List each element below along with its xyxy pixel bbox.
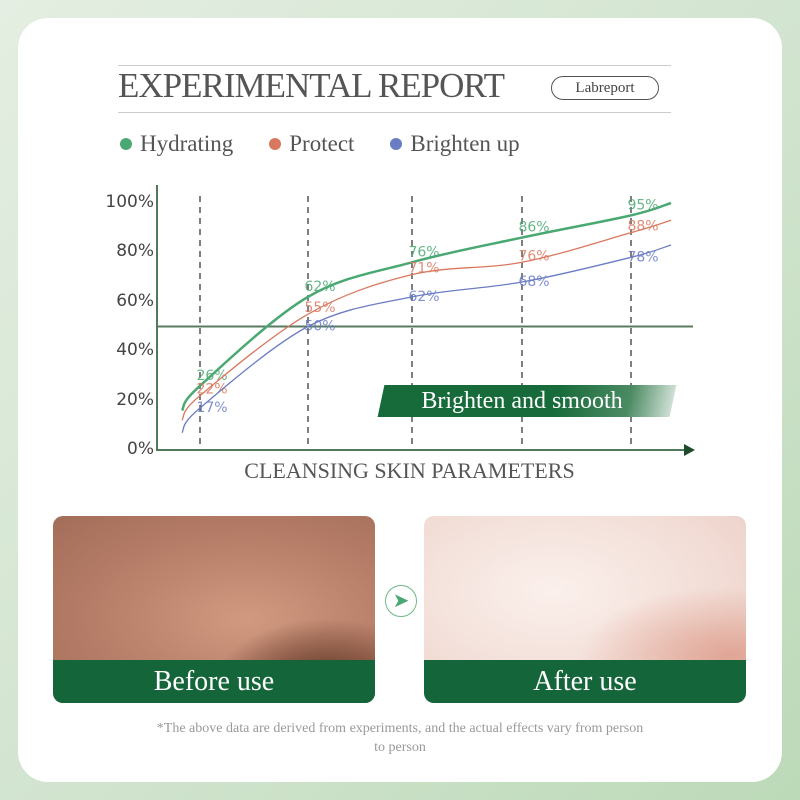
legend-dot xyxy=(120,138,132,150)
labreport-badge: Labreport xyxy=(551,76,659,100)
y-tick-label: 0% xyxy=(127,439,154,459)
before-photo: Before use xyxy=(53,516,375,703)
legend-label: Protect xyxy=(289,131,355,156)
legend-label: Brighten up xyxy=(410,131,520,156)
legend-dot xyxy=(390,138,403,150)
chevron-right-circle-icon: ➤ xyxy=(385,585,417,617)
y-tick-label: 100% xyxy=(105,192,154,212)
data-label: 78% xyxy=(627,249,658,265)
data-label: 86% xyxy=(518,220,549,236)
data-label: 71% xyxy=(408,261,439,277)
legend-dot xyxy=(269,138,282,150)
data-label: 22% xyxy=(196,382,227,398)
page-title: EXPERIMENTAL REPORT xyxy=(118,66,505,105)
legend-item-hydrating: Hydrating xyxy=(120,131,233,157)
data-label: 55% xyxy=(304,300,335,316)
legend-item-brighten: Brighten up xyxy=(390,131,520,157)
before-label: Before use xyxy=(53,660,375,703)
data-label: 50% xyxy=(304,319,335,335)
after-photo: After use xyxy=(424,516,746,703)
data-label: 88% xyxy=(627,219,658,235)
line-chart: 26%62%76%86%95%22%55%71%76%88%17%50%62%6… xyxy=(156,185,695,456)
legend-item-protect: Protect xyxy=(269,131,354,157)
after-label: After use xyxy=(424,660,746,703)
legend-label: Hydrating xyxy=(140,131,234,156)
y-tick-label: 80% xyxy=(116,241,154,262)
data-label: 17% xyxy=(196,400,227,416)
series-line-protect xyxy=(181,219,672,421)
x-axis-label: CLEANSING SKIN PARAMETERS xyxy=(244,458,575,483)
divider xyxy=(118,112,671,113)
data-label: 76% xyxy=(408,244,439,260)
x-axis-arrow xyxy=(684,444,695,456)
divider xyxy=(118,65,671,66)
data-label: 68% xyxy=(518,274,549,290)
data-label: 76% xyxy=(518,248,549,264)
data-label: 62% xyxy=(408,289,439,305)
series-line-hydrating xyxy=(180,201,672,412)
y-tick-label: 20% xyxy=(116,389,154,410)
data-label: 62% xyxy=(304,279,335,295)
y-tick-label: 40% xyxy=(116,340,154,361)
y-tick-label: 60% xyxy=(116,290,154,311)
data-label: 95% xyxy=(627,197,658,213)
annotation-text: Brighten and smooth xyxy=(421,388,623,414)
series-line-brighten-up xyxy=(181,244,672,434)
footnote: *The above data are derived from experim… xyxy=(156,721,644,755)
legend: Hydrating Protect Brighten up xyxy=(120,131,520,157)
